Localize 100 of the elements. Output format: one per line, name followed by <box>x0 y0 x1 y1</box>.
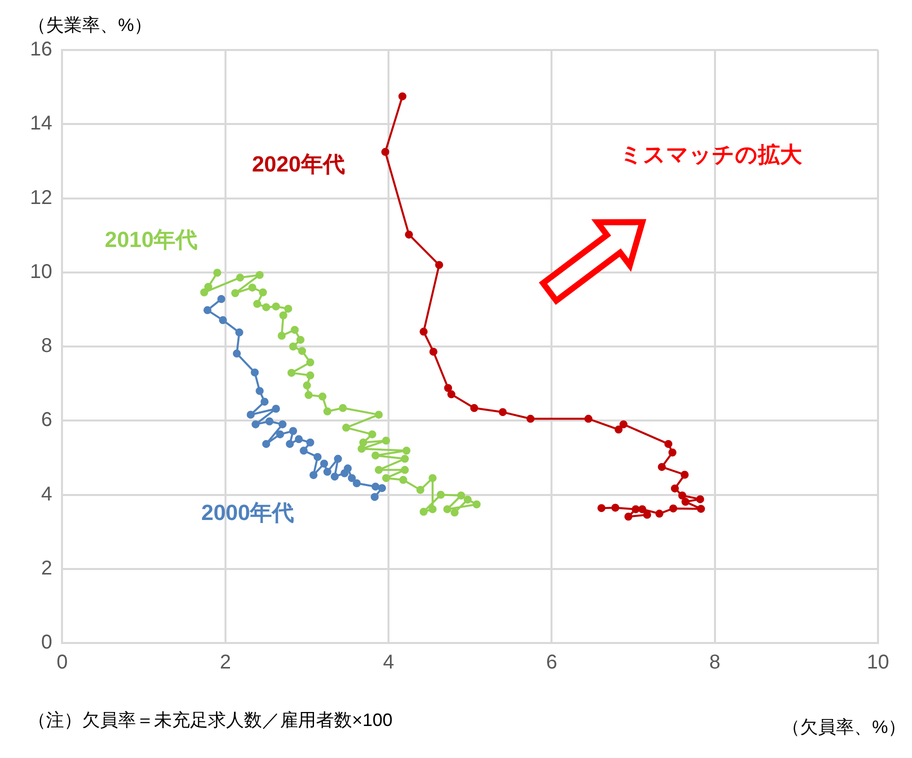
point <box>498 408 507 416</box>
point <box>374 410 383 419</box>
series-label: 2010年代 <box>104 226 198 252</box>
point <box>611 504 620 512</box>
point <box>318 392 326 401</box>
point <box>213 268 222 277</box>
point <box>262 303 270 312</box>
point <box>260 398 269 406</box>
point <box>320 460 328 468</box>
point <box>668 448 676 456</box>
point <box>429 348 438 356</box>
point <box>399 476 408 484</box>
y-axis-title: （失業率、%） <box>28 14 152 35</box>
point <box>236 274 244 282</box>
y-tick-label: 4 <box>41 483 52 506</box>
point <box>348 474 356 482</box>
point <box>358 444 366 453</box>
point <box>368 430 376 438</box>
point <box>250 368 259 376</box>
point <box>444 384 452 392</box>
point <box>252 420 260 428</box>
text: （注）欠員率＝未充足求人数／雇用者数×100 <box>28 710 393 730</box>
point <box>218 316 227 324</box>
point <box>352 479 361 488</box>
point <box>420 328 428 336</box>
x-tick-label: 4 <box>382 652 394 674</box>
point <box>428 474 437 482</box>
point <box>584 414 592 423</box>
x-tick-label: 10 <box>866 652 890 674</box>
point <box>314 452 322 461</box>
point <box>338 404 347 412</box>
point <box>290 326 299 334</box>
point <box>457 491 466 500</box>
point <box>678 491 686 500</box>
point <box>664 440 672 448</box>
point <box>256 386 264 395</box>
point <box>447 390 456 398</box>
point <box>436 490 445 499</box>
x-axis-title: （欠員率、%） <box>782 716 906 737</box>
point <box>334 454 342 463</box>
point <box>638 505 646 514</box>
point <box>435 260 444 269</box>
point <box>597 504 606 512</box>
point <box>382 436 390 445</box>
series-label: 2000年代 <box>201 500 294 526</box>
point <box>200 288 208 296</box>
point <box>669 504 678 512</box>
y-tick-label: 8 <box>41 335 52 358</box>
point <box>696 495 704 504</box>
point <box>680 470 689 479</box>
point <box>235 328 244 336</box>
point <box>294 435 303 444</box>
point <box>278 332 286 340</box>
point <box>310 471 318 480</box>
point <box>298 346 306 355</box>
point <box>371 451 380 460</box>
point <box>632 505 640 514</box>
point <box>204 282 212 291</box>
y-tick-label: 14 <box>30 112 52 135</box>
point <box>450 508 459 517</box>
x-tick-label: 2 <box>220 652 231 674</box>
point <box>284 304 292 313</box>
point <box>231 289 240 298</box>
point <box>526 414 534 423</box>
point <box>289 427 298 436</box>
point <box>306 371 314 380</box>
point <box>371 482 380 491</box>
point <box>262 440 270 448</box>
point <box>300 446 308 455</box>
point <box>400 466 409 474</box>
x-tick-label: 6 <box>546 652 558 674</box>
point <box>340 469 348 478</box>
point <box>323 407 332 416</box>
point <box>306 438 314 446</box>
point <box>302 381 311 390</box>
point <box>416 486 424 494</box>
point <box>330 472 339 481</box>
point <box>359 438 368 446</box>
y-tick-label: 12 <box>30 186 52 209</box>
point <box>624 512 632 521</box>
point <box>382 474 390 482</box>
point <box>398 92 406 100</box>
point <box>658 462 666 471</box>
y-tick-label: 6 <box>41 409 52 432</box>
point <box>296 336 304 344</box>
point <box>374 466 383 474</box>
point <box>306 358 314 366</box>
point <box>420 508 428 516</box>
point <box>258 288 267 296</box>
point <box>404 230 413 239</box>
annotation: ミスマッチの拡大 <box>620 142 803 168</box>
point <box>619 420 628 428</box>
point <box>272 404 280 413</box>
point <box>287 368 296 377</box>
y-tick-label: 16 <box>30 38 52 61</box>
point <box>464 496 472 504</box>
point <box>428 505 437 514</box>
point <box>614 426 623 434</box>
point <box>670 484 679 492</box>
point <box>203 306 212 314</box>
